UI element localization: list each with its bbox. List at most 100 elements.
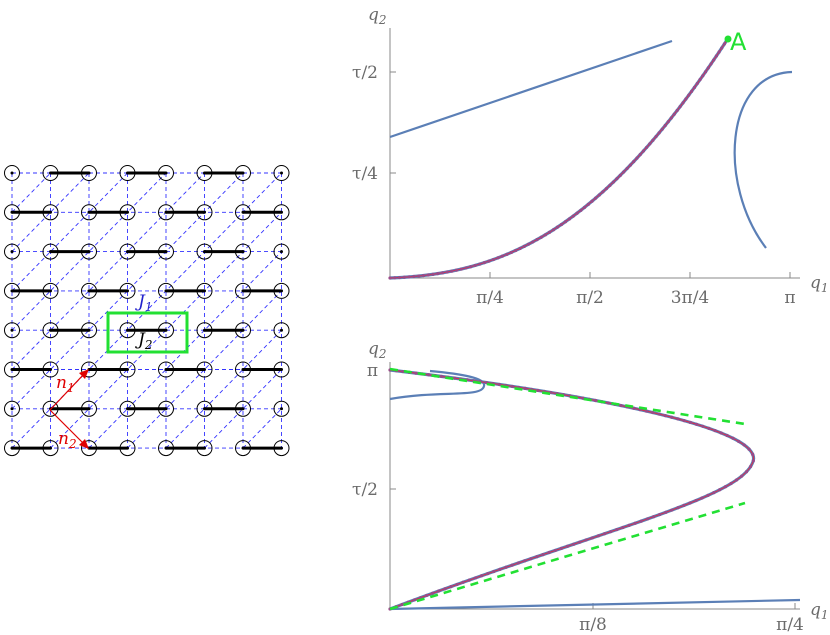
- lattice-site: [235, 204, 251, 221]
- top-curve-upper-branch: [389, 39, 673, 139]
- top-data-point: [594, 196, 598, 200]
- lattice-site: [81, 361, 97, 378]
- bottom-data-point: [688, 501, 692, 505]
- lattice-site-center: [203, 446, 206, 450]
- lattice-site: [196, 243, 213, 260]
- top-data-point: [657, 131, 661, 135]
- top-data-point: [459, 267, 463, 271]
- lattice-site-center: [10, 407, 14, 411]
- top-x-ticks: [489, 272, 791, 278]
- bottom-data-point: [535, 555, 539, 559]
- lattice-site: [235, 165, 251, 181]
- bottom-data-point: [651, 410, 655, 415]
- bottom-data-point: [536, 388, 540, 393]
- bottom-data-point: [695, 422, 699, 426]
- bottom-data-point: [731, 436, 735, 440]
- lattice-site: [158, 204, 174, 221]
- bottom-data-point: [584, 538, 588, 542]
- lattice-sites: [4, 165, 290, 457]
- lattice-site-center: [203, 250, 206, 254]
- bottom-data-point: [639, 519, 643, 523]
- top-data-point: [514, 248, 518, 253]
- top-data-point: [720, 46, 724, 50]
- bottom-data-point: [439, 374, 444, 379]
- lattice-site-center: [280, 171, 283, 175]
- bottom-data-point: [565, 544, 570, 548]
- top-data-point: [407, 275, 411, 279]
- bottom-data-point: [400, 602, 404, 607]
- top-data-point: [559, 222, 564, 227]
- top-data-point: [638, 152, 642, 157]
- lattice-site: [4, 400, 20, 417]
- top-data-point: [648, 142, 652, 146]
- lattice-site: [42, 282, 59, 299]
- lattice-site-center: [49, 171, 52, 175]
- top-data-point: [660, 127, 664, 131]
- bottom-data-point: [676, 506, 680, 510]
- lattice-site: [158, 361, 174, 378]
- bottom-data-point: [609, 530, 613, 534]
- bottom-data-point: [712, 491, 716, 495]
- top-data-point: [468, 265, 473, 269]
- lattice-site-center: [280, 407, 283, 411]
- top-ytick-label: τ/2: [352, 63, 378, 83]
- lattice-site-center: [203, 210, 206, 214]
- bottom-data-point: [664, 510, 668, 514]
- top-data-point: [421, 273, 426, 278]
- bottom-data-point: [729, 481, 733, 486]
- lattice-site: [196, 282, 213, 299]
- bottom-data-point: [492, 569, 496, 574]
- top-data-point: [535, 238, 539, 242]
- lattice-site-center: [87, 210, 91, 214]
- lattice-site: [81, 243, 97, 260]
- lattice-site-center: [241, 250, 245, 254]
- top-data-point: [641, 149, 646, 153]
- top-data-point: [678, 105, 682, 109]
- bottom-data-point: [522, 559, 527, 563]
- lattice-site: [42, 165, 59, 181]
- lattice-site-center: [164, 446, 168, 450]
- bottom-data-point: [578, 540, 582, 544]
- lattice-site: [42, 400, 59, 417]
- top-data-point: [666, 120, 670, 124]
- lattice-site-center: [87, 250, 91, 254]
- lattice-site: [119, 400, 136, 417]
- bottom-data-point: [682, 503, 686, 508]
- lattice-site: [273, 243, 290, 260]
- lattice-site: [4, 282, 20, 299]
- top-data-point: [669, 116, 673, 120]
- lattice-site-center: [203, 289, 206, 293]
- bottom-plot: π/8 π/4 τ/2 π q2 q1: [352, 339, 828, 635]
- bottom-data-point: [529, 557, 533, 561]
- bottom-data-point: [734, 478, 739, 482]
- bottom-data-point: [449, 585, 453, 589]
- lattice-site: [235, 400, 251, 417]
- lattice-site-center: [126, 328, 129, 332]
- top-data-point: [698, 78, 702, 82]
- bottom-data-point: [424, 593, 429, 598]
- top-data-point: [684, 97, 688, 101]
- bottom-data-point: [706, 493, 710, 497]
- top-data-point: [579, 208, 583, 212]
- lattice-site: [273, 361, 290, 378]
- lattice-site: [235, 322, 251, 339]
- top-xtick-label: π: [784, 288, 795, 308]
- bottom-data-point: [651, 515, 656, 519]
- top-data-point: [417, 274, 421, 278]
- lattice-site: [158, 165, 174, 181]
- lattice-site: [119, 322, 136, 339]
- j2-label: J2: [135, 330, 152, 352]
- bottom-ytick-label: τ/2: [352, 480, 378, 500]
- top-data-point: [543, 233, 547, 237]
- bottom-data-point: [682, 419, 686, 423]
- lattice-site-center: [10, 171, 14, 175]
- bottom-xtick-label: π/8: [579, 615, 607, 635]
- bottom-data-point: [431, 591, 435, 595]
- bottom-data-point: [602, 532, 607, 536]
- top-data-point: [563, 220, 568, 224]
- bottom-data-point: [688, 420, 693, 425]
- top-data-points: [388, 38, 729, 280]
- top-data-point: [701, 74, 705, 78]
- bottom-ytick-label: π: [367, 361, 378, 381]
- bottom-data-point: [473, 576, 478, 580]
